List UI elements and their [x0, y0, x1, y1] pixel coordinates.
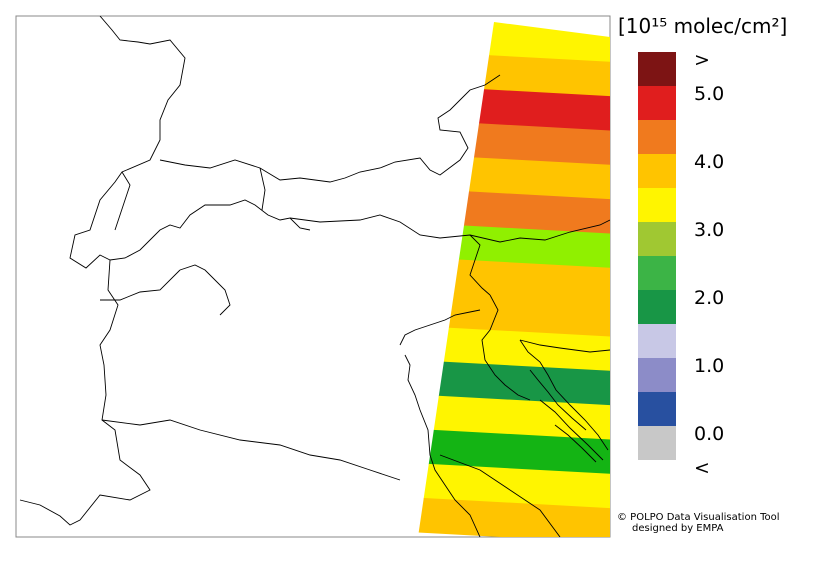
legend-swatch: [638, 222, 676, 256]
legend-swatch: [638, 324, 676, 358]
swath-stripe: [418, 325, 610, 372]
legend-label: 2.0: [694, 287, 724, 309]
legend-swatch: [638, 426, 676, 460]
legend-label: >: [694, 49, 710, 71]
legend-swatch: [638, 52, 676, 86]
legend-label: 5.0: [694, 83, 724, 105]
legend-label: 0.0: [694, 423, 724, 445]
legend-swatch: [638, 256, 676, 290]
swath-stripe: [418, 393, 610, 441]
legend-label: 4.0: [694, 151, 724, 173]
legend-swatch: [638, 188, 676, 222]
legend-label: 1.0: [694, 355, 724, 377]
legend-swatch: [638, 120, 676, 154]
legend-swatch: [638, 290, 676, 324]
swath-stripe: [418, 462, 610, 510]
swath-stripe: [418, 428, 610, 475]
credit-line-1: © POLPO Data Visualisation Tool: [617, 512, 780, 523]
color-legend: >5.0 4.0 3.0 2.0 1.0 0.0 <: [638, 49, 724, 479]
swath-stripe: [418, 359, 610, 407]
legend-unit-label: [10¹⁵ molec/cm²]: [618, 14, 787, 38]
legend-swatch: [638, 392, 676, 426]
legend-below-label: <: [694, 457, 710, 479]
legend-swatch: [638, 358, 676, 392]
swath-stripe: [418, 496, 610, 537]
swath-stripe: [418, 290, 610, 338]
legend-swatch: [638, 86, 676, 120]
legend-label: 3.0: [694, 219, 724, 241]
credit-line-2: designed by EMPA: [632, 523, 724, 534]
country-borders: [19, 16, 610, 537]
legend-swatch: [638, 154, 676, 188]
